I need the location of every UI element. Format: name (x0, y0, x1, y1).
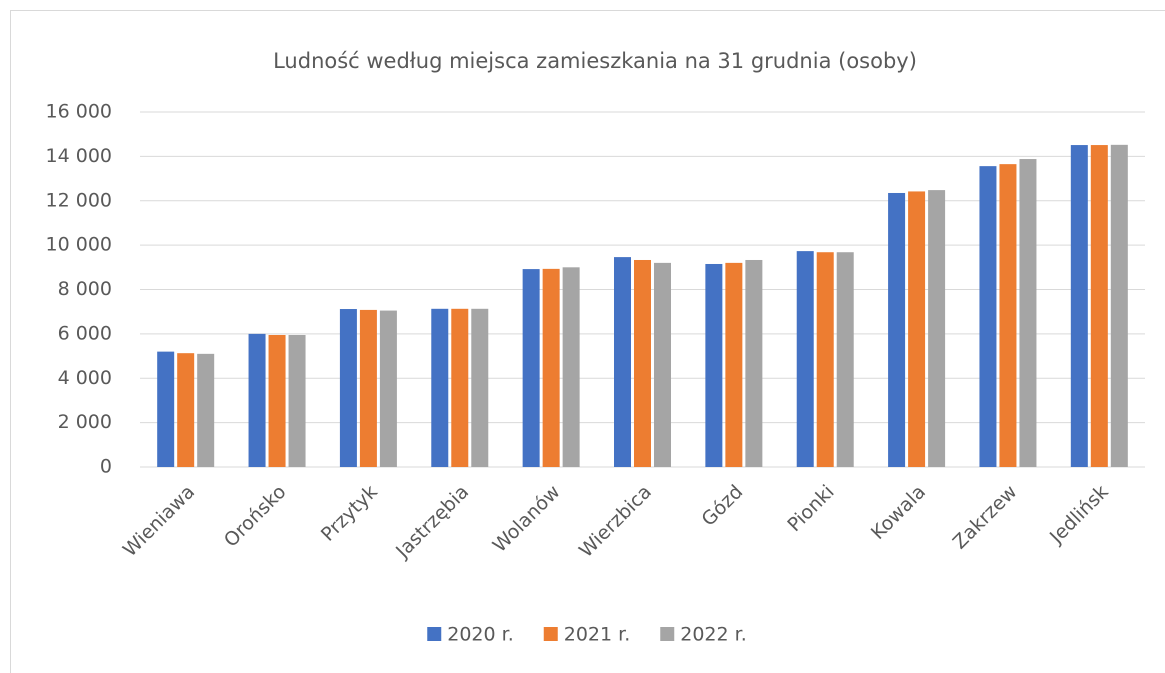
bar (471, 308, 489, 467)
bar (562, 267, 580, 467)
bar (1019, 159, 1037, 467)
bar (999, 164, 1017, 467)
bar (816, 252, 834, 467)
bar (634, 259, 651, 467)
y-tick-label: 4 000 (58, 367, 112, 389)
bar (1070, 145, 1088, 467)
bar (979, 166, 997, 467)
bar (379, 310, 397, 467)
y-tick-label: 12 000 (46, 189, 112, 211)
bar (248, 333, 266, 467)
y-tick-label: 16 000 (46, 101, 112, 123)
bar (157, 351, 175, 467)
bar (888, 192, 906, 467)
bar (745, 259, 763, 467)
bar (177, 353, 195, 467)
legend-swatch (427, 627, 442, 641)
bar (614, 257, 631, 467)
legend-label: 2020 r. (447, 624, 514, 646)
bar (339, 309, 357, 467)
bar (268, 334, 286, 467)
chart-title: Ludność według miejsca zamieszkania na 3… (273, 49, 917, 73)
bar (796, 251, 814, 467)
bar (705, 263, 723, 467)
legend-swatch (543, 627, 558, 641)
y-tick-label: 14 000 (46, 145, 112, 167)
legend-label: 2021 r. (564, 624, 631, 646)
bar (836, 252, 854, 467)
bar (928, 190, 946, 467)
y-tick-label: 0 (100, 456, 112, 478)
bar (431, 308, 449, 467)
bar (197, 353, 215, 467)
bar (542, 268, 560, 467)
bar (725, 262, 743, 467)
y-tick-label: 2 000 (58, 411, 112, 433)
bar (288, 334, 306, 467)
bar (522, 269, 540, 467)
y-tick-label: 8 000 (58, 278, 112, 300)
bar (359, 309, 377, 467)
bar (1090, 145, 1108, 467)
legend-swatch (660, 627, 675, 641)
bar (654, 262, 671, 467)
y-tick-label: 6 000 (58, 322, 112, 344)
chart-frame (10, 10, 1165, 673)
y-tick-label: 10 000 (46, 234, 112, 256)
bar (1110, 144, 1128, 467)
bar (451, 308, 469, 467)
legend-label: 2022 r. (680, 624, 747, 646)
bar (908, 191, 926, 467)
